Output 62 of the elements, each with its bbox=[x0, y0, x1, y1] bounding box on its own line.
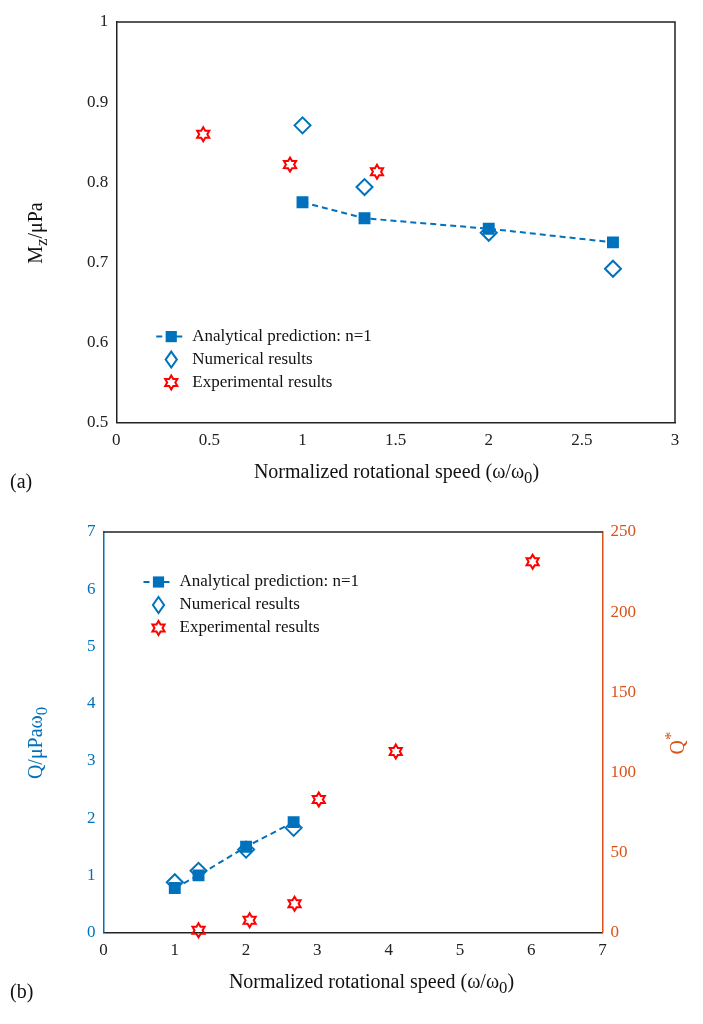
x-tick-label: 2 bbox=[241, 940, 251, 960]
x-tick-label: 2 bbox=[484, 430, 493, 450]
y-tick-label: 0.9 bbox=[87, 91, 109, 111]
y-tick-label: 1 bbox=[99, 11, 109, 31]
y-tick-label: 4 bbox=[87, 693, 96, 713]
point bbox=[388, 743, 403, 760]
point bbox=[196, 126, 211, 143]
point bbox=[525, 553, 540, 570]
x-tick-label: 2.5 bbox=[571, 430, 593, 450]
y-tick-label: 6 bbox=[87, 578, 96, 598]
y-tick-label: 3 bbox=[87, 750, 96, 770]
point bbox=[293, 116, 312, 135]
point bbox=[192, 869, 205, 882]
point bbox=[168, 882, 181, 894]
legend-label: Analytical prediction: n=1 bbox=[179, 571, 360, 591]
text: (b) bbox=[10, 980, 34, 1003]
x-tick-label: 3 bbox=[313, 940, 322, 960]
point bbox=[482, 222, 495, 235]
point bbox=[296, 196, 309, 209]
point bbox=[191, 922, 206, 939]
x-tick-label: 5 bbox=[455, 940, 465, 960]
y-tick-label: 5 bbox=[87, 635, 96, 655]
y2-tick-label: 50 bbox=[610, 841, 628, 861]
text: (a) bbox=[10, 470, 33, 493]
legend-label: Experimental results bbox=[179, 617, 320, 637]
x-tick-label: 1 bbox=[170, 940, 180, 960]
point bbox=[282, 156, 298, 173]
y-tick-label: 0 bbox=[87, 922, 96, 942]
point bbox=[287, 895, 302, 912]
x-tick-label: 1.5 bbox=[385, 430, 407, 450]
point bbox=[358, 212, 371, 225]
point bbox=[603, 259, 622, 278]
y2-tick-label: 100 bbox=[610, 761, 636, 781]
y2-tick-label: 200 bbox=[610, 601, 636, 621]
x-tick-label: 6 bbox=[526, 940, 536, 960]
legend-label: Numerical results bbox=[192, 349, 313, 369]
y-tick-label: 2 bbox=[87, 807, 96, 827]
y2-tick-label: 250 bbox=[610, 521, 636, 541]
x-tick-label: 0.5 bbox=[198, 430, 220, 450]
y-tick-label: 0.7 bbox=[87, 251, 109, 271]
y-tick-label: 1 bbox=[87, 864, 96, 884]
point bbox=[607, 236, 619, 249]
x-tick-label: 4 bbox=[384, 940, 394, 960]
x-axis-title: Normalized rotational speed (ω/ω$_{0}$) bbox=[227, 970, 516, 998]
x-tick-label: 3 bbox=[670, 430, 680, 450]
point bbox=[311, 791, 326, 808]
legend-label: Analytical prediction: n=1 bbox=[192, 326, 372, 346]
y2-tick-label: 150 bbox=[610, 681, 636, 701]
point bbox=[355, 178, 374, 197]
x-axis-title: Normalized rotational speed (ω/ω$_{0}$) bbox=[252, 460, 541, 488]
y-tick-label: 0.6 bbox=[87, 331, 109, 351]
y2-tick-label: 0 bbox=[610, 922, 619, 942]
legend-label: Numerical results bbox=[179, 594, 300, 614]
legend-label: Experimental results bbox=[192, 372, 333, 392]
y-tick-label: 0.8 bbox=[87, 171, 109, 191]
point bbox=[242, 912, 257, 929]
x-tick-label: 7 bbox=[598, 940, 608, 960]
y-tick-label: 0.5 bbox=[87, 412, 109, 432]
y-tick-label: 7 bbox=[87, 521, 96, 541]
point bbox=[369, 163, 385, 180]
x-tick-label: 1 bbox=[298, 430, 307, 450]
point bbox=[287, 816, 300, 829]
